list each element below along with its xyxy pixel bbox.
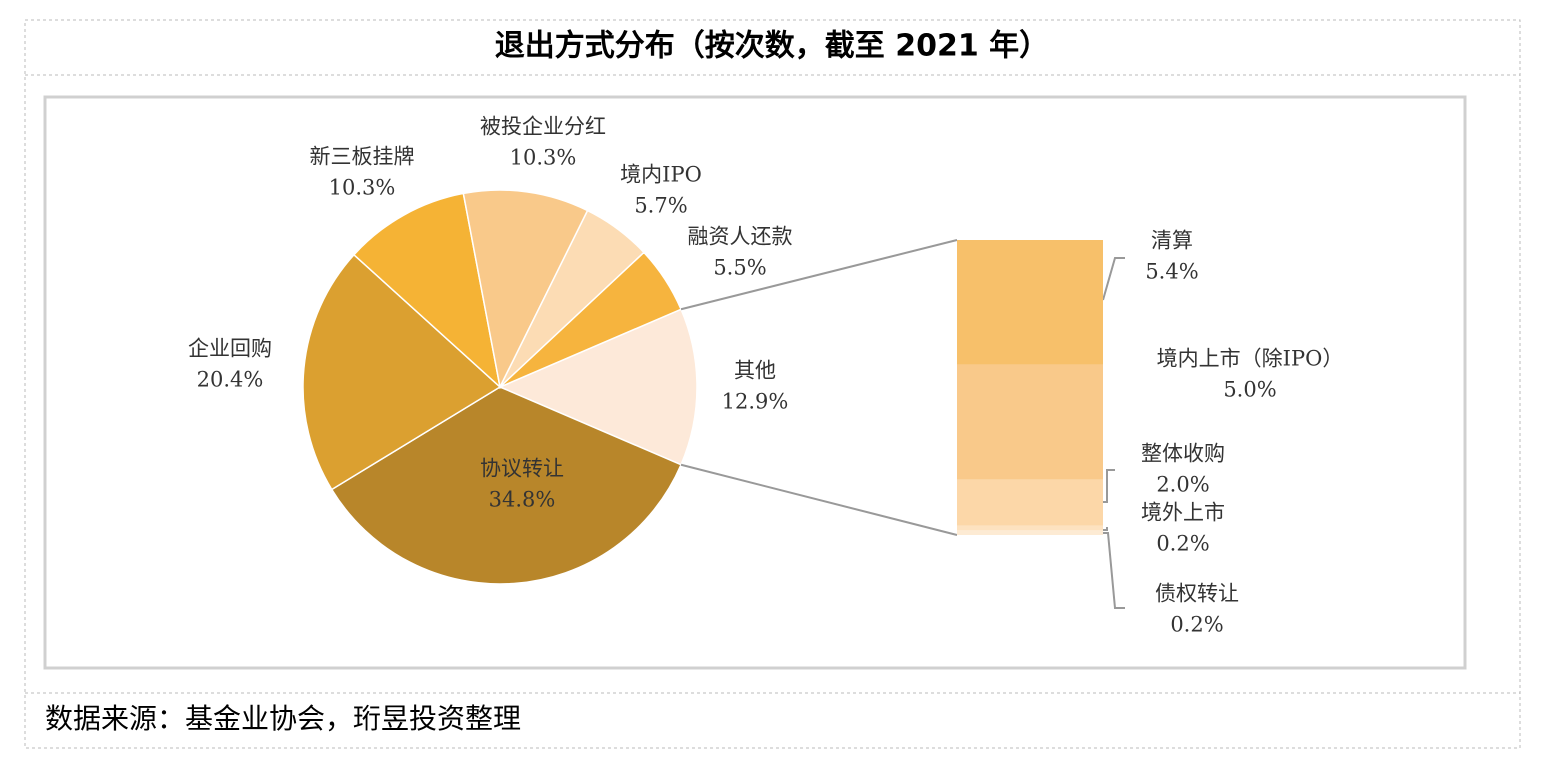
bar-label: 清算 [1151,229,1193,253]
plot-frame [43,95,1467,670]
leader [1103,532,1125,609]
bar-value-label: 5.0% [1223,378,1276,402]
pie-slice [352,192,502,390]
slice-label: 新三板挂牌 [310,145,415,169]
bar-label: 整体收购 [1141,442,1225,466]
bar-segment [957,240,1103,365]
bar-label: 债权转让 [1155,582,1239,606]
bar-segment [957,525,1103,531]
slice-label: 融资人还款 [688,225,793,249]
outer-frame [24,19,1521,749]
bar-label: 境内上市（除IPO） [1157,347,1344,371]
source: 数据来源：基金业协会，珩昱投资整理 [45,702,521,735]
connector [680,463,958,536]
bar-segment [957,530,1103,535]
slice-value-label: 5.7% [634,194,687,218]
slice-label: 其他 [734,359,776,383]
slice-label: 企业回购 [188,337,272,361]
slice-value-label: 34.8% [489,488,556,512]
pie-slice [499,251,682,388]
leader [1103,469,1115,503]
slice-value-label: 20.4% [197,368,264,392]
bar-segment [957,364,1103,480]
bar-value-label: 0.2% [1170,613,1223,637]
pie-slice [462,189,589,390]
slice-value-label: 10.3% [329,176,396,200]
leader-lines [1102,257,1125,609]
bar-value-label: 0.2% [1156,532,1209,556]
slice-value-label: 10.3% [510,146,577,170]
slice-label: 被投企业分红 [480,115,606,139]
leader [1102,257,1125,301]
slice-label: 境内IPO [620,163,702,187]
pie-slice [302,253,502,491]
bar-value-label: 2.0% [1156,473,1209,497]
connector [680,239,958,311]
bar-label: 境外上市 [1141,501,1225,525]
slice-value-label: 12.9% [722,390,789,414]
bar-segment [957,479,1103,526]
slice-label: 协议转让 [480,457,564,481]
leader [1103,527,1108,531]
bar-value-label: 5.4% [1145,260,1198,284]
pie-slice [498,308,698,466]
chart-title: 退出方式分布（按次数，截至 2021 年） [495,29,1049,64]
slice-value-label: 5.5% [713,256,766,280]
pie-slice [330,386,682,585]
